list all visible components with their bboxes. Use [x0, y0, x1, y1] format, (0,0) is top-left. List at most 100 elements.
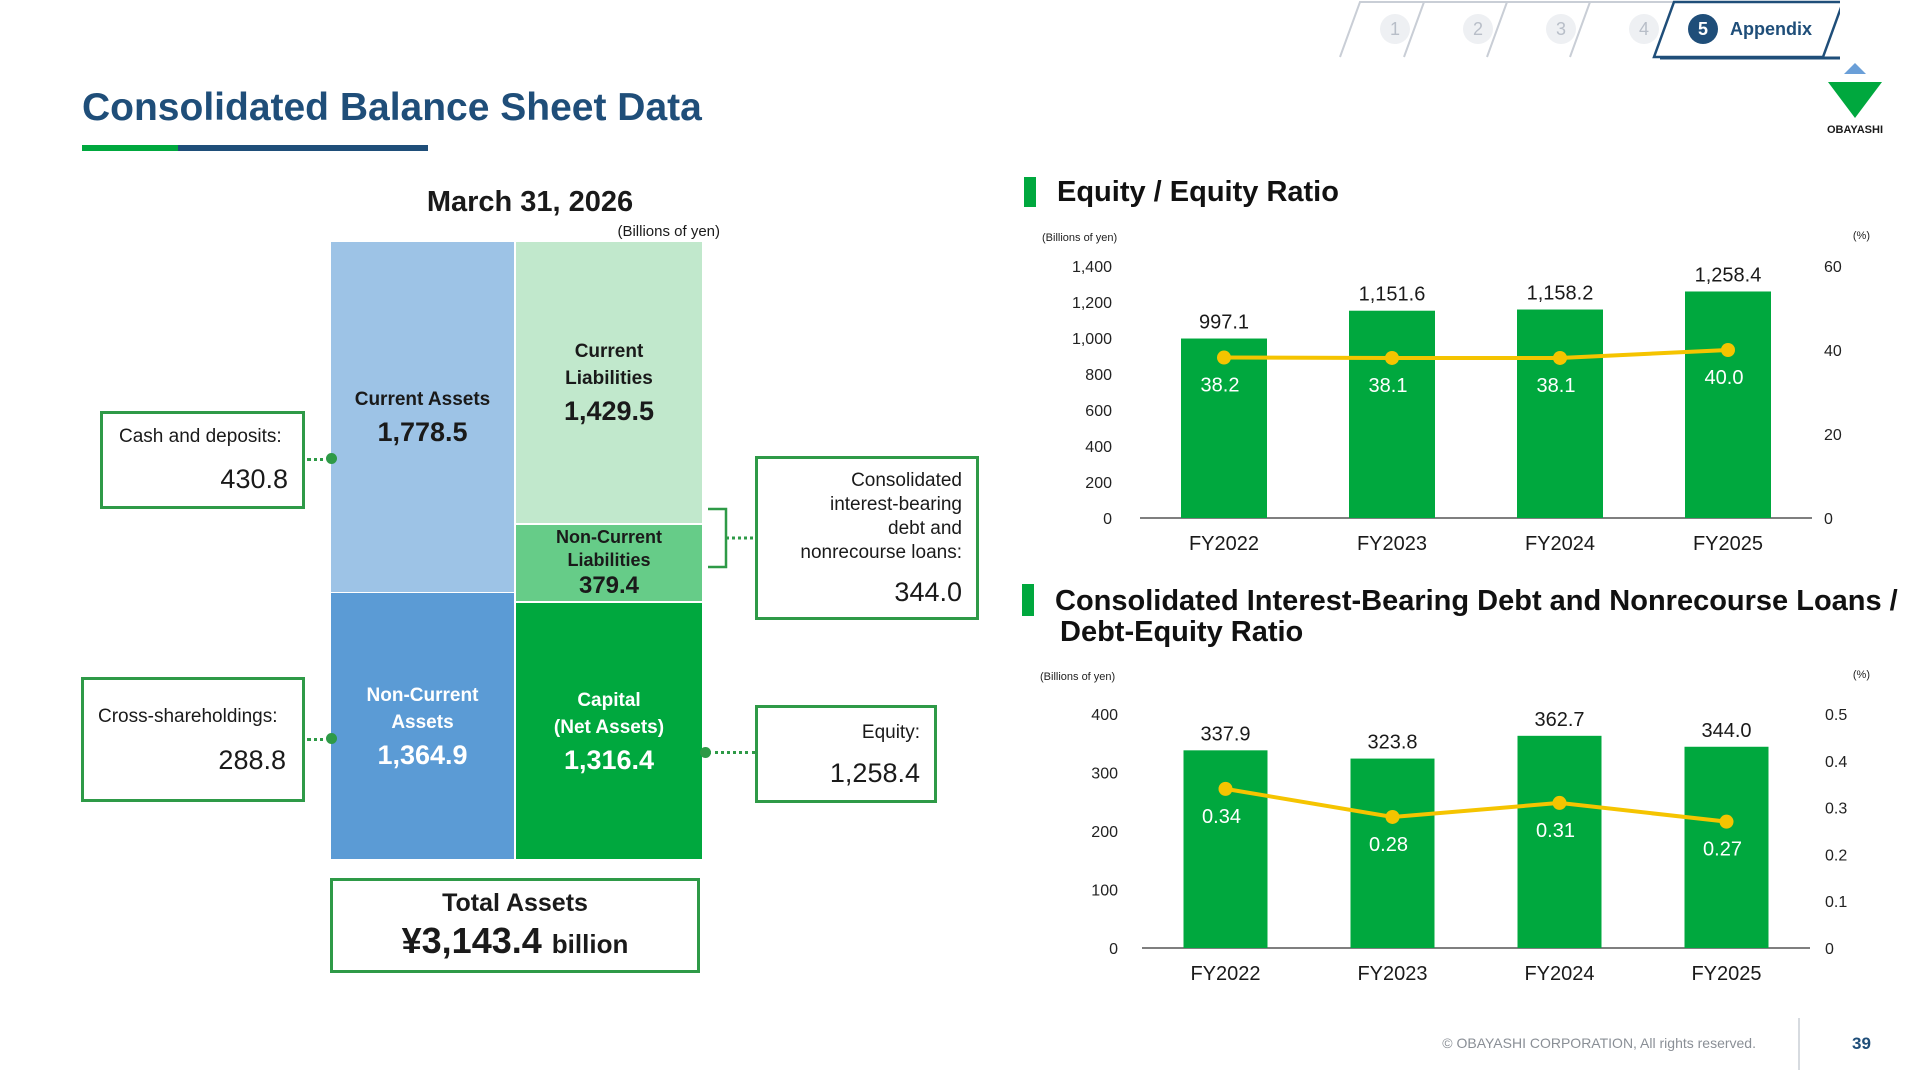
- equity-callout: Equity: 1,258.4: [755, 705, 937, 803]
- title-underline-blue: [178, 145, 428, 151]
- equity-bar-label: 1,158.2: [1527, 283, 1594, 305]
- tab-3-number: 3: [1546, 14, 1576, 44]
- current-assets-label: Current Assets: [354, 389, 491, 410]
- debt-ratio-label: 0.27: [1703, 839, 1742, 861]
- cross-connector-dot: [326, 733, 337, 744]
- obayashi-logo: OBAYASHI: [1820, 60, 1890, 140]
- page-number: 39: [1852, 1034, 1871, 1053]
- capital-value: 1,316.4: [563, 744, 655, 775]
- equity-connector-dot: [700, 747, 711, 758]
- total-assets-value: ¥3,143.4: [401, 920, 542, 961]
- equity-chart: (Billions of yen) (%)02004006008001,0001,…: [1042, 230, 1870, 555]
- total-assets-unit: billion: [551, 929, 629, 959]
- equity-ratio-line: [1223, 348, 1729, 360]
- non-current-assets-label-1: Non-Current: [366, 684, 479, 706]
- debt-left-unit: (Billions of yen): [1040, 671, 1115, 683]
- equity-bar-label: 1,151.6: [1359, 284, 1426, 306]
- equity-y2tick-label: 20: [1824, 427, 1842, 444]
- equity-bar: [1349, 310, 1435, 518]
- capital-label-2: (Net Assets): [553, 716, 665, 738]
- debt-bar: [1183, 750, 1268, 948]
- title-underline-green: [82, 145, 178, 151]
- chart2-title-line-1: Consolidated Interest-Bearing Debt and N…: [1055, 585, 1898, 617]
- equity-ytick-label: 400: [1085, 439, 1112, 456]
- cash-connector: [307, 458, 331, 461]
- debt-y2tick-label: 0.1: [1825, 894, 1847, 911]
- section-nav: 1 2 3 4 5 Appendix: [1320, 0, 1840, 60]
- debt-y2tick-label: 0.4: [1825, 754, 1847, 771]
- non-current-assets-block: Non-Current Assets 1,364.9: [331, 593, 514, 859]
- equity-y2tick-label: 0: [1824, 511, 1833, 528]
- debt-ytick-label: 300: [1091, 766, 1118, 783]
- cash-callout: Cash and deposits: 430.8: [100, 411, 305, 509]
- debt-y2tick-label: 0: [1825, 941, 1834, 958]
- balance-sheet-unit: (Billions of yen): [617, 223, 720, 240]
- debt-ratio-point: [1552, 795, 1567, 810]
- non-current-assets-value: 1,364.9: [377, 739, 468, 770]
- debt-y2tick-label: 0.3: [1825, 801, 1847, 818]
- equity-callout-value: 1,258.4: [829, 758, 920, 788]
- cross-shareholdings-callout: Cross-shareholdings: 288.8: [81, 677, 305, 802]
- non-current-liabilities-value: 379.4: [578, 572, 640, 599]
- equity-y2tick-label: 60: [1824, 259, 1842, 276]
- equity-connector: [708, 751, 755, 754]
- total-assets-value-line: ¥3,143.4 billion: [333, 920, 697, 962]
- equity-category-label: FY2023: [1357, 533, 1427, 555]
- tab-4[interactable]: 4: [1609, 0, 1679, 58]
- debt-right-unit: (%): [1853, 669, 1870, 681]
- chart2-heading-marker: [1022, 584, 1034, 616]
- tab-4-number: 4: [1629, 14, 1659, 44]
- debt-ytick-label: 100: [1091, 883, 1118, 900]
- equity-ytick-label: 800: [1085, 367, 1112, 384]
- equity-ytick-label: 1,200: [1072, 295, 1112, 312]
- total-assets-label: Total Assets: [442, 889, 588, 917]
- non-current-liabilities-block: Non-Current Liabilities 379.4: [516, 525, 702, 601]
- tab-appendix[interactable]: 5 Appendix: [1675, 0, 1825, 58]
- debt-category-label: FY2024: [1524, 963, 1594, 985]
- equity-ytick-label: 0: [1103, 511, 1112, 528]
- equity-bar: [1517, 309, 1603, 518]
- logo-mark-icon: [1828, 63, 1882, 118]
- cross-connector: [307, 738, 331, 741]
- chart1-title: Equity / Equity Ratio: [1057, 176, 1339, 208]
- equity-ratio-label: 40.0: [1705, 367, 1744, 389]
- debt-callout-value: 344.0: [894, 577, 962, 607]
- equity-y2tick-label: 40: [1824, 343, 1842, 360]
- tab-1-number: 1: [1380, 14, 1410, 44]
- equity-bar-label: 997.1: [1199, 312, 1249, 334]
- cash-connector-dot: [326, 453, 337, 464]
- equity-right-unit: (%): [1853, 230, 1870, 242]
- page-title: Consolidated Balance Sheet Data: [82, 86, 702, 129]
- balance-sheet-date: March 31, 2026: [426, 186, 634, 218]
- debt-ratio-label: 0.31: [1536, 820, 1575, 842]
- equity-ytick-label: 1,000: [1072, 331, 1112, 348]
- current-liabilities-label-2: Liabilities: [565, 368, 653, 389]
- equity-ratio-label: 38.2: [1201, 375, 1240, 397]
- non-current-liabilities-bracket: [708, 507, 754, 569]
- tab-1[interactable]: 1: [1360, 0, 1430, 58]
- debt-ratio-label: 0.34: [1202, 806, 1241, 828]
- equity-callout-label: Equity:: [861, 722, 920, 743]
- chart1-heading-marker: [1024, 177, 1036, 207]
- tab-appendix-label: Appendix: [1729, 18, 1812, 39]
- debt-bar: [1517, 735, 1602, 948]
- equity-ratio-point: [1385, 350, 1399, 365]
- equity-ytick-label: 600: [1085, 403, 1112, 420]
- equity-ratio-label: 38.1: [1369, 375, 1408, 397]
- debt-category-label: FY2025: [1691, 963, 1761, 985]
- equity-bar-label: 1,258.4: [1695, 264, 1762, 286]
- equity-left-unit: (Billions of yen): [1042, 232, 1117, 244]
- cash-callout-value: 430.8: [220, 464, 288, 494]
- cross-shareholdings-value: 288.8: [218, 745, 286, 775]
- tab-2[interactable]: 2: [1443, 0, 1513, 58]
- debt-ratio-label: 0.28: [1369, 834, 1408, 856]
- debt-callout: Consolidated interest-bearing debt and n…: [755, 456, 979, 620]
- logo-text: OBAYASHI: [1826, 124, 1884, 136]
- tab-3[interactable]: 3: [1526, 0, 1596, 58]
- equity-ytick-label: 1,400: [1072, 259, 1112, 276]
- tab-2-number: 2: [1463, 14, 1493, 44]
- equity-ratio-point: [1721, 343, 1735, 357]
- equity-ytick-label: 200: [1085, 475, 1112, 492]
- total-assets-box: Total Assets ¥3,143.4 billion: [330, 878, 700, 973]
- debt-ytick-label: 400: [1091, 707, 1118, 724]
